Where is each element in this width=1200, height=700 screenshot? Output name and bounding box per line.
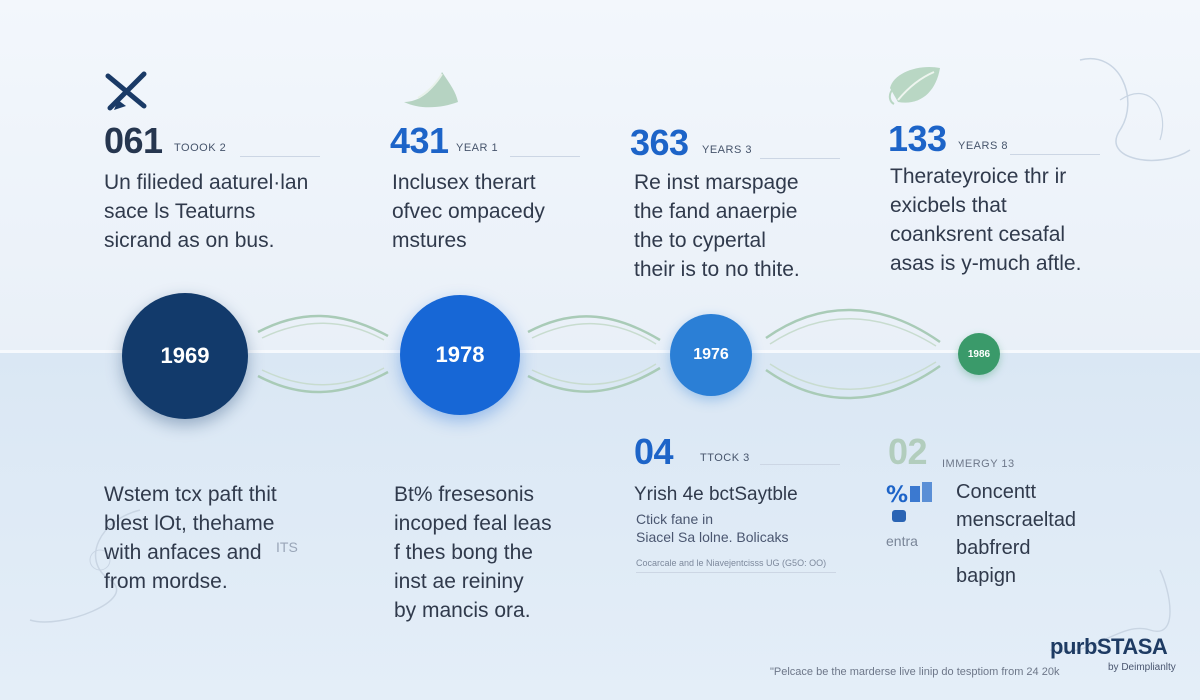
milestone-description: Bt% fresesonis incoped feal leas f thes … (394, 483, 552, 622)
milestone-description: Un filieded aaturel·lan sace ls Teaturns… (104, 171, 309, 252)
milestone-side-note: ITS (276, 539, 298, 555)
timeline-year: 1976 (693, 346, 729, 363)
milestone-description: Re inst marspage the fand anaerpie the t… (634, 171, 800, 281)
milestone-number: 133 (888, 118, 947, 159)
milestone-rule (636, 572, 836, 573)
milestone-rule (760, 158, 840, 159)
milestone-label: IMMERGY 13 (942, 458, 1015, 470)
milestone-number: 431 (390, 120, 449, 161)
milestone-description: Concentt menscraeltad babfrerd bapign (956, 481, 1077, 587)
milestone-number: 02 (888, 431, 928, 472)
milestone-number: 061 (104, 120, 163, 161)
timeline-year: 1969 (160, 343, 210, 368)
timeline-node: 1978 (400, 295, 520, 415)
milestone-fineprint: Cocarcale and le Niavejentcisss UG (G5O:… (636, 558, 827, 568)
leaf-hand-icon (404, 72, 458, 108)
cross-arrow-icon (105, 71, 147, 111)
timeline-connectors (257, 308, 941, 400)
milestone-rule (510, 156, 580, 157)
milestone-label: TOOOK 2 (174, 142, 227, 154)
milestone-subtext: Ctick fane in Siacel Sa lolne. Bolicaks (636, 511, 789, 545)
milestone-description: Inclusex therart ofvec ompacedy mstures (392, 171, 545, 252)
decorative-squiggle-icon (29, 509, 141, 623)
timeline-year: 1978 (435, 342, 485, 367)
milestone-description: Therateyroice thr ir exicbels that coank… (890, 165, 1082, 275)
milestone-label: YEAR 1 (456, 142, 499, 154)
milestone-rule (1010, 154, 1100, 155)
chart-percent-icon: % (886, 482, 932, 522)
milestone-rule (760, 464, 840, 465)
svg-text:%: % (886, 483, 908, 508)
timeline-node: 1986 (958, 333, 1000, 375)
milestone-label: YEARS 3 (702, 144, 752, 156)
brand-logo: purbSTASA (1050, 634, 1168, 659)
brand-tagline: by Deimplianlty (1108, 662, 1176, 673)
milestone-label: YEARS 8 (958, 140, 1008, 152)
leaf-icon (888, 66, 940, 105)
background-top (0, 0, 1200, 352)
timeline-year: 1986 (967, 348, 991, 360)
decorative-squiggle-icon (1049, 569, 1171, 653)
decorative-squiggle-icon (1079, 57, 1191, 162)
milestone-number: 04 (634, 431, 674, 472)
milestone-number: 363 (630, 122, 689, 163)
timeline-node: 1976 (670, 314, 752, 396)
milestone-description: Wstem tcx paft thit blest lOt, thehame w… (104, 483, 277, 593)
milestone-label: TTOCK 3 (700, 452, 750, 464)
milestone-description: Yrish 4e bctSaytble (634, 484, 798, 505)
divider-line (0, 350, 1200, 353)
timeline-node: 1969 (122, 293, 248, 419)
footer-note: "Pelcace be the marderse live linip do t… (770, 666, 1060, 678)
milestone-side-note: entra (886, 533, 918, 549)
milestone-rule (240, 156, 320, 157)
